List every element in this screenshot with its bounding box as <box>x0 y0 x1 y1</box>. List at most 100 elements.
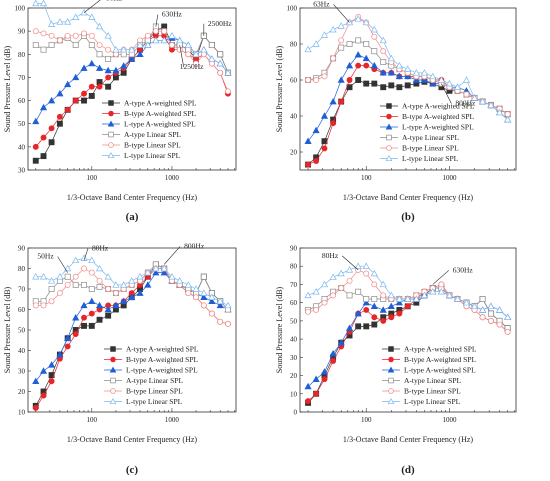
data-point <box>32 157 39 164</box>
data-point <box>362 262 370 269</box>
data-point <box>200 302 207 309</box>
data-point <box>105 74 112 81</box>
y-tick-label: 70 <box>18 286 26 294</box>
x-axis-label: 1/3-Octave Band Center Frequency (Hz) <box>67 435 198 444</box>
y-tick-label: 80 <box>18 265 26 273</box>
y-tick-label: 50 <box>290 317 298 325</box>
data-point <box>192 285 200 292</box>
x-tick-label: 100 <box>87 416 98 424</box>
x-tick-label: 1000 <box>442 174 457 182</box>
x-tick-label: 100 <box>87 174 98 182</box>
data-point <box>363 80 370 87</box>
data-point <box>504 313 512 320</box>
data-point <box>81 265 87 272</box>
legend-marker <box>108 131 114 138</box>
data-point <box>128 45 136 53</box>
data-point <box>380 59 387 65</box>
plot-frame <box>299 247 517 413</box>
data-point <box>208 42 215 48</box>
data-point <box>104 272 112 280</box>
data-point <box>120 297 128 305</box>
data-point <box>330 120 337 127</box>
data-point <box>371 281 378 288</box>
y-tick-label: 20 <box>290 372 298 380</box>
chart-panel: 30 40 50 60 70 80 90 100 100 1000 Sound Pressure L… <box>3 0 237 223</box>
data-point <box>32 28 39 35</box>
x-tick-label: 1000 <box>442 416 457 424</box>
data-point <box>312 288 320 295</box>
data-point <box>96 51 103 58</box>
y-tick-label: 40 <box>290 113 298 121</box>
data-point <box>313 77 320 83</box>
data-point <box>395 295 403 302</box>
data-point <box>56 89 64 97</box>
legend-entry: L-type A-weighted SPL <box>404 366 476 375</box>
legend-entry: A-type A-weighted SPL <box>402 102 475 111</box>
data-point <box>479 314 486 321</box>
y-tick-label: 10 <box>18 409 26 417</box>
data-point <box>112 290 119 297</box>
y-tick-label: 60 <box>290 299 298 307</box>
data-point <box>88 13 96 20</box>
data-point <box>72 273 79 280</box>
data-point <box>305 161 312 168</box>
data-point <box>136 289 144 296</box>
data-point <box>32 272 40 280</box>
data-point <box>363 62 370 69</box>
data-point <box>504 328 511 335</box>
legend-marker <box>108 100 114 106</box>
data-point <box>39 272 48 280</box>
legend-entry: L-type Linear SPL <box>402 154 459 163</box>
data-point <box>370 269 378 277</box>
data-point <box>404 295 412 302</box>
data-point <box>453 295 462 302</box>
data-point <box>200 289 208 296</box>
data-point <box>176 277 184 284</box>
annotation-label: 2500Hz <box>208 19 232 28</box>
data-point <box>463 91 470 98</box>
legend-marker <box>109 398 117 405</box>
data-point <box>112 281 120 288</box>
data-point <box>313 307 320 313</box>
data-point <box>395 72 403 80</box>
data-point <box>40 392 47 399</box>
data-point <box>470 94 479 101</box>
data-point <box>330 358 337 364</box>
data-point <box>88 322 95 329</box>
data-point <box>362 298 370 306</box>
y-axis-label: Sound Pressure Level (dB) <box>3 286 12 373</box>
data-point <box>388 314 395 321</box>
data-point <box>192 50 200 58</box>
legend-marker <box>388 377 394 384</box>
legend-entry: B-type A-weighted SPL <box>402 112 474 121</box>
data-point <box>371 321 378 328</box>
data-point <box>200 293 208 300</box>
data-point <box>329 349 337 357</box>
data-point <box>370 25 378 33</box>
annotation-label: 80Hz <box>106 0 123 3</box>
x-axis-label: 1/3-Octave Band Center Frequency (Hz) <box>343 193 474 202</box>
data-point <box>412 76 420 83</box>
data-point <box>217 51 224 58</box>
y-tick-label: 10 <box>290 390 298 398</box>
data-point <box>48 32 55 39</box>
data-point <box>88 32 95 39</box>
y-axis-label: Sound Pressure Level (dB) <box>275 286 284 373</box>
y-tick-label: 70 <box>290 281 298 289</box>
data-point <box>96 42 103 48</box>
y-tick-label: 30 <box>290 354 298 362</box>
data-point <box>64 106 71 113</box>
data-point <box>380 317 387 324</box>
data-point <box>487 310 494 317</box>
y-tick-label: 80 <box>290 41 298 49</box>
data-point <box>64 264 72 272</box>
data-point <box>64 334 72 341</box>
data-point <box>337 269 345 277</box>
annotation-label: 630Hz <box>453 265 474 274</box>
data-point <box>105 312 112 319</box>
y-tick-label: 60 <box>18 306 26 314</box>
data-point <box>176 46 183 53</box>
data-point <box>225 88 231 95</box>
data-point <box>321 73 328 80</box>
